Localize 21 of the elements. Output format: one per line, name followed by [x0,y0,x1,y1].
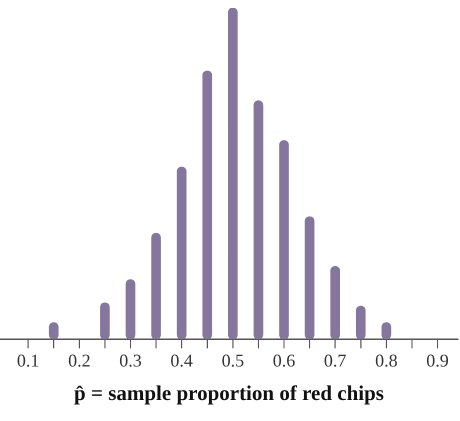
x-tick-label: 0.1 [16,350,40,371]
x-tick-label: 0.8 [375,350,398,371]
x-tick-label: 0.9 [426,350,449,371]
x-tick-label: 0.7 [324,350,346,371]
bar [356,306,366,340]
x-tick-label: 0.5 [222,350,244,371]
bar [100,302,110,340]
bar [304,216,314,340]
bar [330,266,340,340]
bar [151,232,161,340]
bar [228,8,238,340]
bar [254,100,264,340]
x-axis-title: p̂ = sample proportion of red chips [74,380,384,405]
x-tick-label: 0.6 [272,350,296,371]
bar [279,140,289,340]
bar [126,279,136,340]
x-tick-label: 0.3 [119,350,142,371]
bar [202,70,212,340]
bar [176,166,186,340]
x-tick-label: 0.2 [68,350,91,371]
x-tick-label: 0.4 [170,350,193,371]
